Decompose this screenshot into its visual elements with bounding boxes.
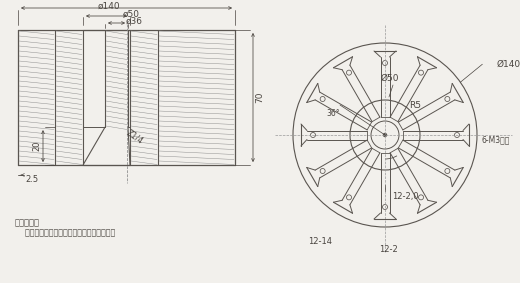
Text: 技术要求：: 技术要求： bbox=[15, 218, 40, 227]
Text: 12-2: 12-2 bbox=[379, 245, 397, 254]
Text: Ø140: Ø140 bbox=[497, 60, 520, 69]
Text: ø50: ø50 bbox=[123, 10, 140, 18]
Text: 12-2,0: 12-2,0 bbox=[392, 192, 419, 201]
Text: 20: 20 bbox=[32, 141, 42, 151]
Text: 产品表面光滑、无毛刺、变形、划伤等缺陷: 产品表面光滑、无毛刺、变形、划伤等缺陷 bbox=[15, 228, 115, 237]
Text: 6-M3均布: 6-M3均布 bbox=[481, 136, 510, 145]
Circle shape bbox=[384, 134, 386, 136]
Text: R5: R5 bbox=[409, 100, 421, 110]
Text: 12-14: 12-14 bbox=[308, 237, 332, 246]
Text: ø140: ø140 bbox=[97, 1, 120, 10]
Text: 36°: 36° bbox=[326, 108, 340, 117]
Text: Z1/4: Z1/4 bbox=[124, 128, 145, 146]
Text: 2.5: 2.5 bbox=[25, 175, 38, 183]
Text: ø36: ø36 bbox=[126, 16, 143, 25]
Text: 70: 70 bbox=[255, 92, 265, 103]
Text: Ø50: Ø50 bbox=[381, 74, 399, 83]
